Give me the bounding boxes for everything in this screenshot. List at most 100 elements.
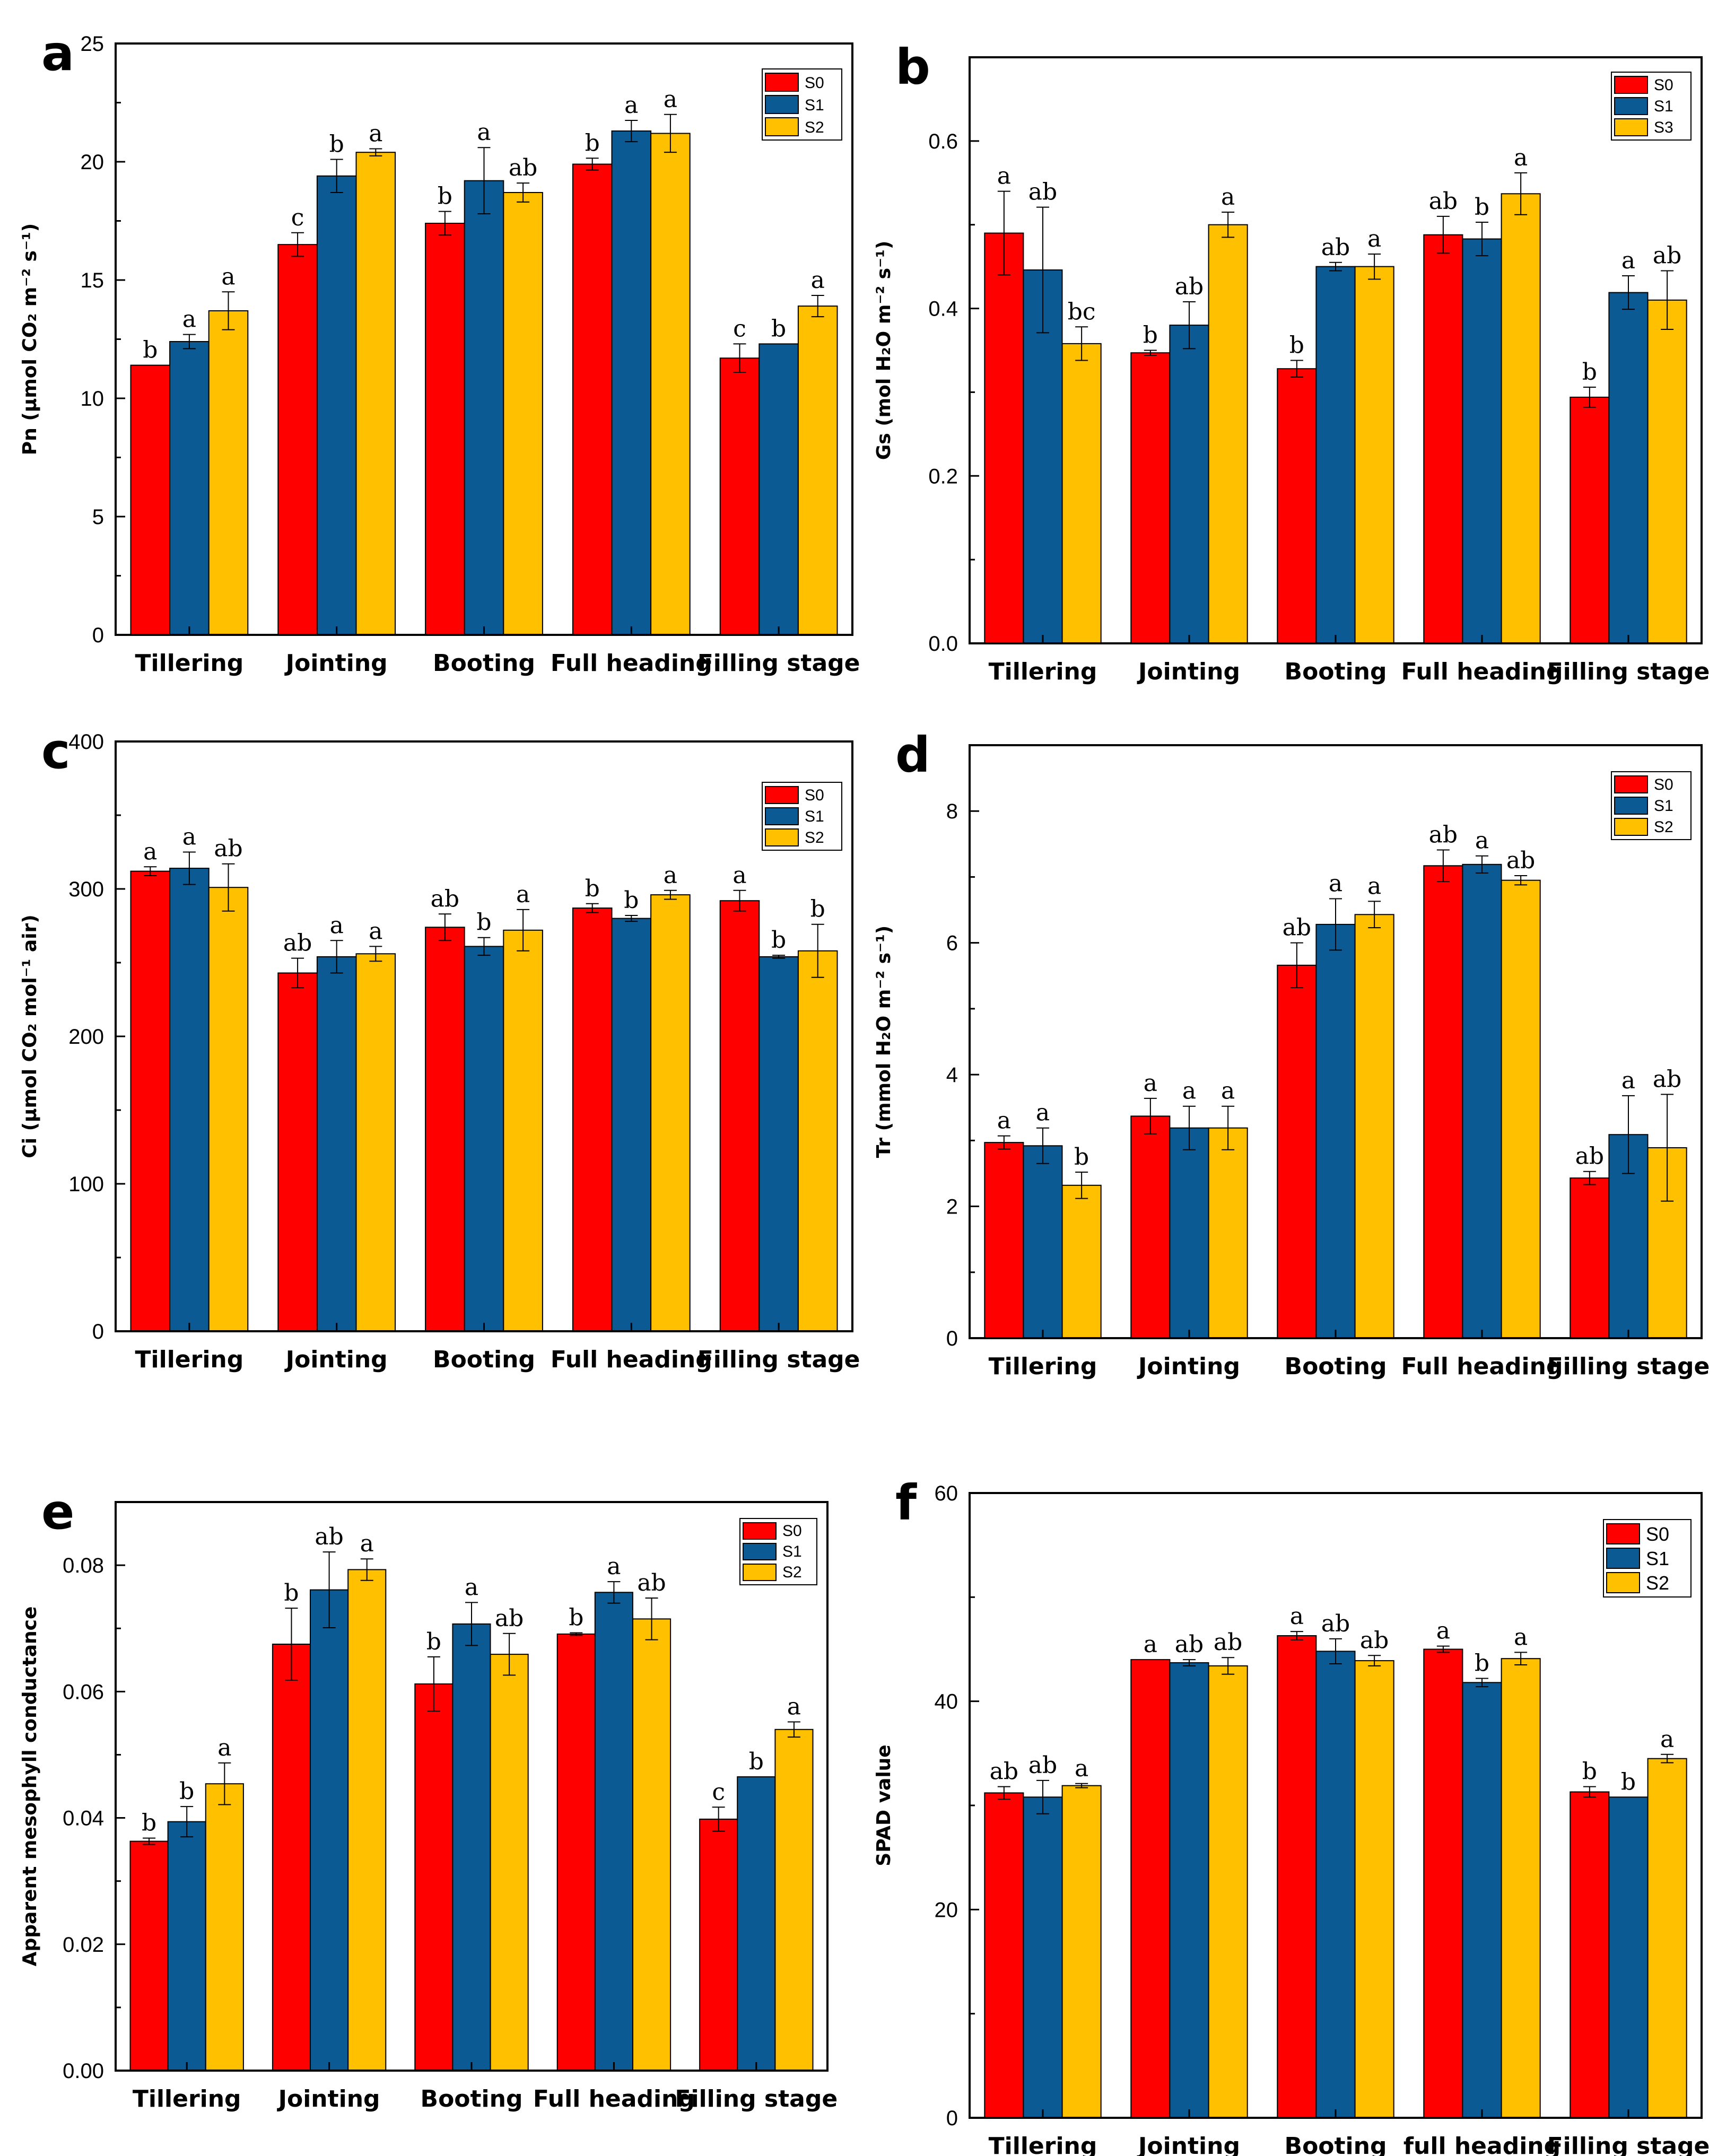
bar-S0-3 <box>556 1633 596 2071</box>
significance-letter-S1-1: ab <box>315 1523 343 1550</box>
bar-S1-1 <box>310 1589 349 2072</box>
significance-letter-S0-0: a <box>143 838 157 865</box>
x-tick-label: Tillering <box>989 1353 1097 1380</box>
y-tick-label: 0.08 <box>63 1554 104 1577</box>
legend-swatch-S0 <box>1606 1523 1640 1544</box>
bar-S1-4 <box>758 956 799 1332</box>
bar-S0-2 <box>1277 964 1317 1339</box>
legend-label-S2: S2 <box>782 1564 802 1581</box>
significance-letter-S1-0: a <box>182 824 196 851</box>
bar-S1-3 <box>594 1592 633 2072</box>
bar-S0-2 <box>1277 1635 1317 2118</box>
bar-S0-2 <box>1277 368 1317 644</box>
bar-S1-1 <box>1169 1662 1209 2118</box>
bar-S1-1 <box>316 175 357 635</box>
significance-letter-S1-0: a <box>182 306 196 333</box>
x-tick-label: Full heading <box>1401 1353 1563 1380</box>
x-tick-label: Tillering <box>989 2133 1097 2156</box>
legend-label-S3: S3 <box>1654 119 1673 136</box>
bar-S1-2 <box>464 180 504 635</box>
significance-letter-S2-3: a <box>664 86 677 113</box>
significance-letter-S2-0: b <box>1074 1144 1089 1171</box>
legend: S0 S1 S3 <box>1611 72 1692 141</box>
bar-S0-3 <box>1423 1648 1463 2118</box>
legend-label-S0: S0 <box>805 74 824 92</box>
legend-swatch-S1 <box>765 95 799 114</box>
significance-letter-S2-0: a <box>1075 1755 1088 1782</box>
significance-letter-S2-2: ab <box>1360 1627 1389 1654</box>
x-tick-label: Booting <box>433 1346 535 1373</box>
significance-letter-S1-2: a <box>1329 870 1342 897</box>
x-tick-label: Full heading <box>1401 658 1563 685</box>
significance-letter-S0-2: b <box>1289 331 1304 359</box>
significance-letter-S2-1: ab <box>1214 1629 1242 1656</box>
legend-label-S0: S0 <box>1654 76 1673 94</box>
significance-letter-S0-0: b <box>142 1810 156 1837</box>
bar-S1-3 <box>611 130 652 635</box>
y-tick-label: 100 <box>68 1173 104 1196</box>
significance-letter-S2-4: ab <box>1653 1066 1681 1093</box>
x-tick-label: full heading <box>1403 2133 1560 2156</box>
bar-S1-3 <box>1462 863 1502 1339</box>
legend-swatch-S0 <box>1614 775 1648 793</box>
bar-S0-4 <box>719 900 760 1332</box>
legend-swatch-S2 <box>1606 1572 1640 1593</box>
bar-S3-0 <box>1061 343 1102 644</box>
bar-S0-4 <box>1570 1177 1610 1339</box>
bar-S2-2 <box>503 929 543 1332</box>
bar-S2-3 <box>1501 1658 1541 2118</box>
bar-S0-0 <box>130 364 171 635</box>
legend-swatch-S2 <box>1614 818 1648 836</box>
significance-letter-S0-2: a <box>1290 1603 1304 1630</box>
bar-S2-3 <box>632 1618 672 2071</box>
bar-S1-2 <box>464 946 504 1332</box>
bar-S1-3 <box>611 918 652 1332</box>
significance-letter-S1-1: a <box>1182 1078 1196 1105</box>
significance-letter-S1-0: a <box>1036 1099 1050 1127</box>
significance-letter-S0-3: ab <box>1429 188 1458 215</box>
bar-S0-0 <box>984 232 1024 644</box>
legend-swatch-S0 <box>765 786 799 804</box>
significance-letter-S1-4: b <box>1621 1768 1636 1795</box>
bar-S1-2 <box>1315 266 1356 644</box>
significance-letter-S2-1: a <box>1221 1078 1235 1105</box>
y-axis-title: Ci (μmol CO₂ mol⁻¹ air) <box>19 914 41 1158</box>
significance-letter-S0-0: b <box>143 337 158 364</box>
legend-swatch-S0 <box>1614 76 1648 94</box>
significance-letter-S0-4: b <box>1582 359 1597 386</box>
bar-S0-1 <box>272 1644 311 2071</box>
legend-label-S2: S2 <box>805 119 824 136</box>
legend: S0 S1 S2 <box>1611 771 1692 840</box>
y-tick-label: 0.02 <box>63 1933 104 1957</box>
significance-letter-S2-1: a <box>369 120 382 147</box>
y-axis-title: Tr (mmol H₂O m⁻² s⁻¹) <box>873 926 895 1158</box>
y-tick-label: 0.4 <box>928 298 958 321</box>
significance-letter-S1-1: a <box>330 912 344 939</box>
bar-S3-1 <box>1208 224 1248 644</box>
bar-S2-0 <box>208 310 249 635</box>
y-axis-title: Apparent mesophyll conductance <box>19 1607 41 1967</box>
bar-S2-1 <box>355 152 396 635</box>
significance-letter-S2-4: b <box>810 896 825 923</box>
significance-letter-S1-3: a <box>607 1553 621 1580</box>
y-tick-label: 8 <box>946 800 958 823</box>
x-tick-label: Filling stage <box>698 1346 860 1373</box>
legend-label-S1: S1 <box>782 1543 802 1560</box>
y-tick-label: 6 <box>946 932 958 955</box>
significance-letter-S0-1: c <box>291 204 304 231</box>
significance-letter-S3-2: a <box>1367 225 1381 252</box>
significance-letter-S0-1: b <box>284 1579 299 1607</box>
legend-label-S1: S1 <box>805 808 824 825</box>
x-tick-label: Jointing <box>277 2085 380 2113</box>
legend-swatch-S1 <box>1606 1548 1640 1569</box>
x-tick-label: Full heading <box>551 650 712 677</box>
bar-S2-3 <box>1501 879 1541 1339</box>
x-tick-label: Booting <box>1285 658 1387 685</box>
significance-letter-S1-2: b <box>476 909 491 936</box>
legend-swatch-S0 <box>765 73 799 92</box>
bar-S1-4 <box>758 343 799 635</box>
significance-letter-S2-3: ab <box>637 1569 666 1596</box>
significance-letter-S1-3: a <box>1475 827 1489 854</box>
